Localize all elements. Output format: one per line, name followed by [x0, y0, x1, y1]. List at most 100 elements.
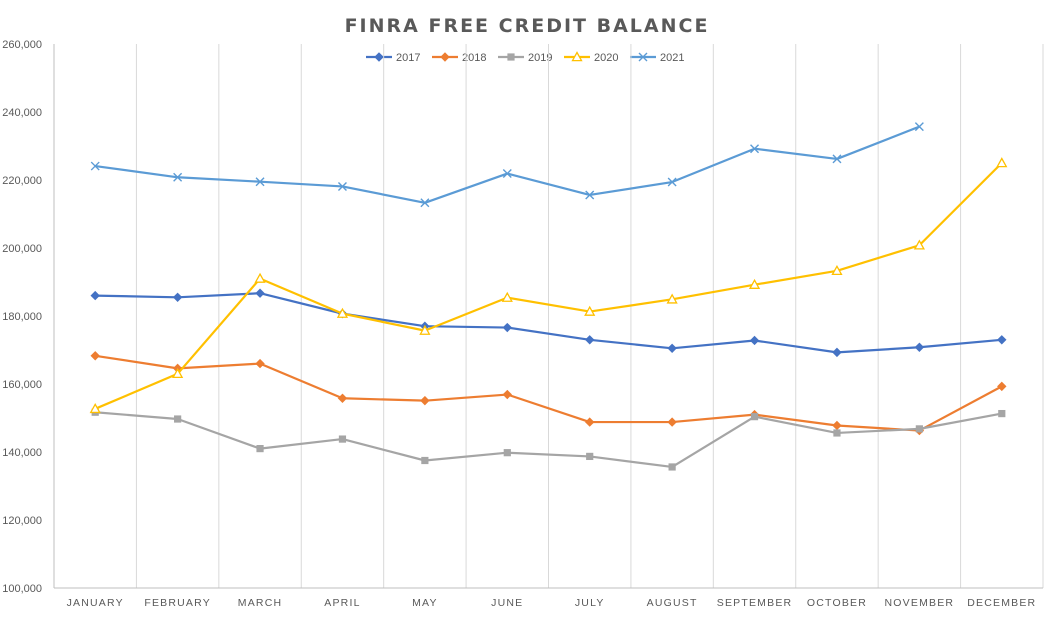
- data-point-2017: [667, 343, 677, 354]
- data-point-2021: [832, 154, 842, 164]
- x-axis: JANUARY FEBRUARY MARCH APRIL MAY JUNE JULY AUGU…: [54, 587, 1043, 609]
- legend-marker: [374, 52, 384, 62]
- x-tick-label: MARCH: [238, 597, 283, 609]
- series-line-2020: [94, 162, 1003, 410]
- data-point-2017: [749, 335, 760, 346]
- data-point-2019: [256, 445, 264, 453]
- data-point-2019: [833, 429, 841, 437]
- data-point-2021: [337, 181, 347, 191]
- y-axis: 100,000 120,000 140,000 160,000 180,000 200,0…: [2, 39, 55, 595]
- legend-label: 2020: [594, 52, 618, 64]
- data-point-2019: [915, 425, 923, 433]
- data-point-2021: [750, 144, 760, 154]
- data-point-2018: [420, 395, 430, 406]
- legend-item-2017: 2017: [366, 52, 420, 64]
- data-point-2019: [338, 435, 347, 443]
- series-2021: [90, 122, 924, 208]
- data-point-2017: [997, 335, 1007, 345]
- data-point-2020: [501, 291, 513, 302]
- y-tick-label: 200,000: [2, 243, 42, 255]
- data-point-2020: [172, 367, 184, 379]
- data-point-2021: [667, 177, 677, 187]
- data-point-2019: [174, 415, 182, 423]
- series-line-2019: [95, 411, 1002, 469]
- x-tick-label: JULY: [575, 597, 605, 609]
- x-tick-label: APRIL: [324, 597, 360, 609]
- legend-label: 2017: [396, 52, 420, 64]
- x-tick-label: AUGUST: [647, 597, 698, 609]
- data-point-2018: [255, 358, 265, 369]
- data-point-2018: [502, 389, 512, 400]
- data-point-2019: [750, 413, 759, 421]
- data-point-2018: [337, 393, 348, 403]
- y-tick-label: 120,000: [2, 515, 42, 527]
- series-line-2018: [95, 354, 1003, 432]
- data-point-2018: [832, 420, 842, 431]
- x-tick-label: SEPTEMBER: [717, 597, 793, 609]
- x-tick-label: OCTOBER: [807, 597, 867, 609]
- legend-marker: [507, 53, 515, 61]
- legend-label: 2019: [528, 52, 552, 64]
- x-tick-label: FEBRUARY: [144, 597, 211, 609]
- y-tick-label: 220,000: [2, 175, 42, 187]
- legend-marker: [571, 51, 583, 62]
- data-point-2019: [668, 463, 676, 471]
- x-tick-label: JUNE: [491, 597, 523, 609]
- data-point-2019: [998, 409, 1006, 418]
- legend-marker: [440, 52, 450, 62]
- legend-label: 2021: [660, 52, 684, 64]
- gridlines: [135, 44, 1044, 588]
- data-point-2019: [503, 449, 511, 457]
- data-point-2021: [255, 177, 265, 187]
- x-tick-label: NOVEMBER: [885, 597, 955, 609]
- data-point-2017: [914, 342, 925, 352]
- data-point-2017: [172, 292, 183, 303]
- data-point-2021: [914, 122, 924, 132]
- y-tick-label: 180,000: [2, 311, 42, 323]
- y-tick-label: 160,000: [2, 379, 42, 391]
- data-point-2017: [502, 322, 512, 333]
- data-point-2021: [173, 172, 183, 182]
- data-point-2020: [748, 278, 761, 289]
- data-point-2021: [585, 190, 595, 200]
- data-point-2020: [913, 239, 925, 250]
- data-point-2020: [336, 307, 349, 318]
- chart-title: FINRA FREE CREDIT BALANCE: [345, 15, 710, 37]
- data-point-2020: [996, 157, 1008, 168]
- data-point-2020: [666, 293, 678, 304]
- y-tick-label: 100,000: [2, 583, 42, 595]
- x-tick-label: JANUARY: [67, 597, 124, 609]
- data-point-2021: [502, 169, 512, 179]
- data-point-2018: [667, 417, 677, 427]
- x-tick-label: MAY: [412, 597, 438, 609]
- y-tick-label: 260,000: [2, 39, 42, 51]
- data-point-2017: [255, 288, 265, 298]
- data-point-2018: [90, 351, 100, 361]
- series-group: [89, 122, 1008, 471]
- data-point-2019: [586, 452, 594, 461]
- legend-item-2021: 2021: [630, 52, 684, 64]
- legend-item-2019: 2019: [498, 52, 552, 64]
- data-point-2020: [254, 272, 266, 283]
- data-point-2020: [831, 264, 843, 276]
- legend-item-2018: 2018: [432, 52, 486, 64]
- legend-label: 2018: [462, 52, 486, 64]
- y-tick-label: 240,000: [2, 107, 42, 119]
- legend-marker: [638, 52, 648, 62]
- data-point-2021: [90, 161, 100, 171]
- data-point-2017: [90, 290, 100, 301]
- data-point-2020: [419, 324, 431, 335]
- legend: 2017 2018 2019 2020 2021: [366, 51, 684, 64]
- data-point-2020: [89, 402, 101, 414]
- series-2020: [89, 157, 1008, 414]
- data-point-2017: [832, 347, 842, 358]
- data-point-2018: [997, 381, 1007, 392]
- y-tick-label: 140,000: [2, 447, 42, 459]
- data-point-2018: [585, 417, 595, 427]
- data-point-2021: [420, 198, 430, 208]
- legend-item-2020: 2020: [564, 51, 618, 64]
- data-point-2017: [585, 335, 595, 345]
- data-point-2019: [421, 456, 429, 465]
- x-tick-label: DECEMBER: [967, 597, 1036, 609]
